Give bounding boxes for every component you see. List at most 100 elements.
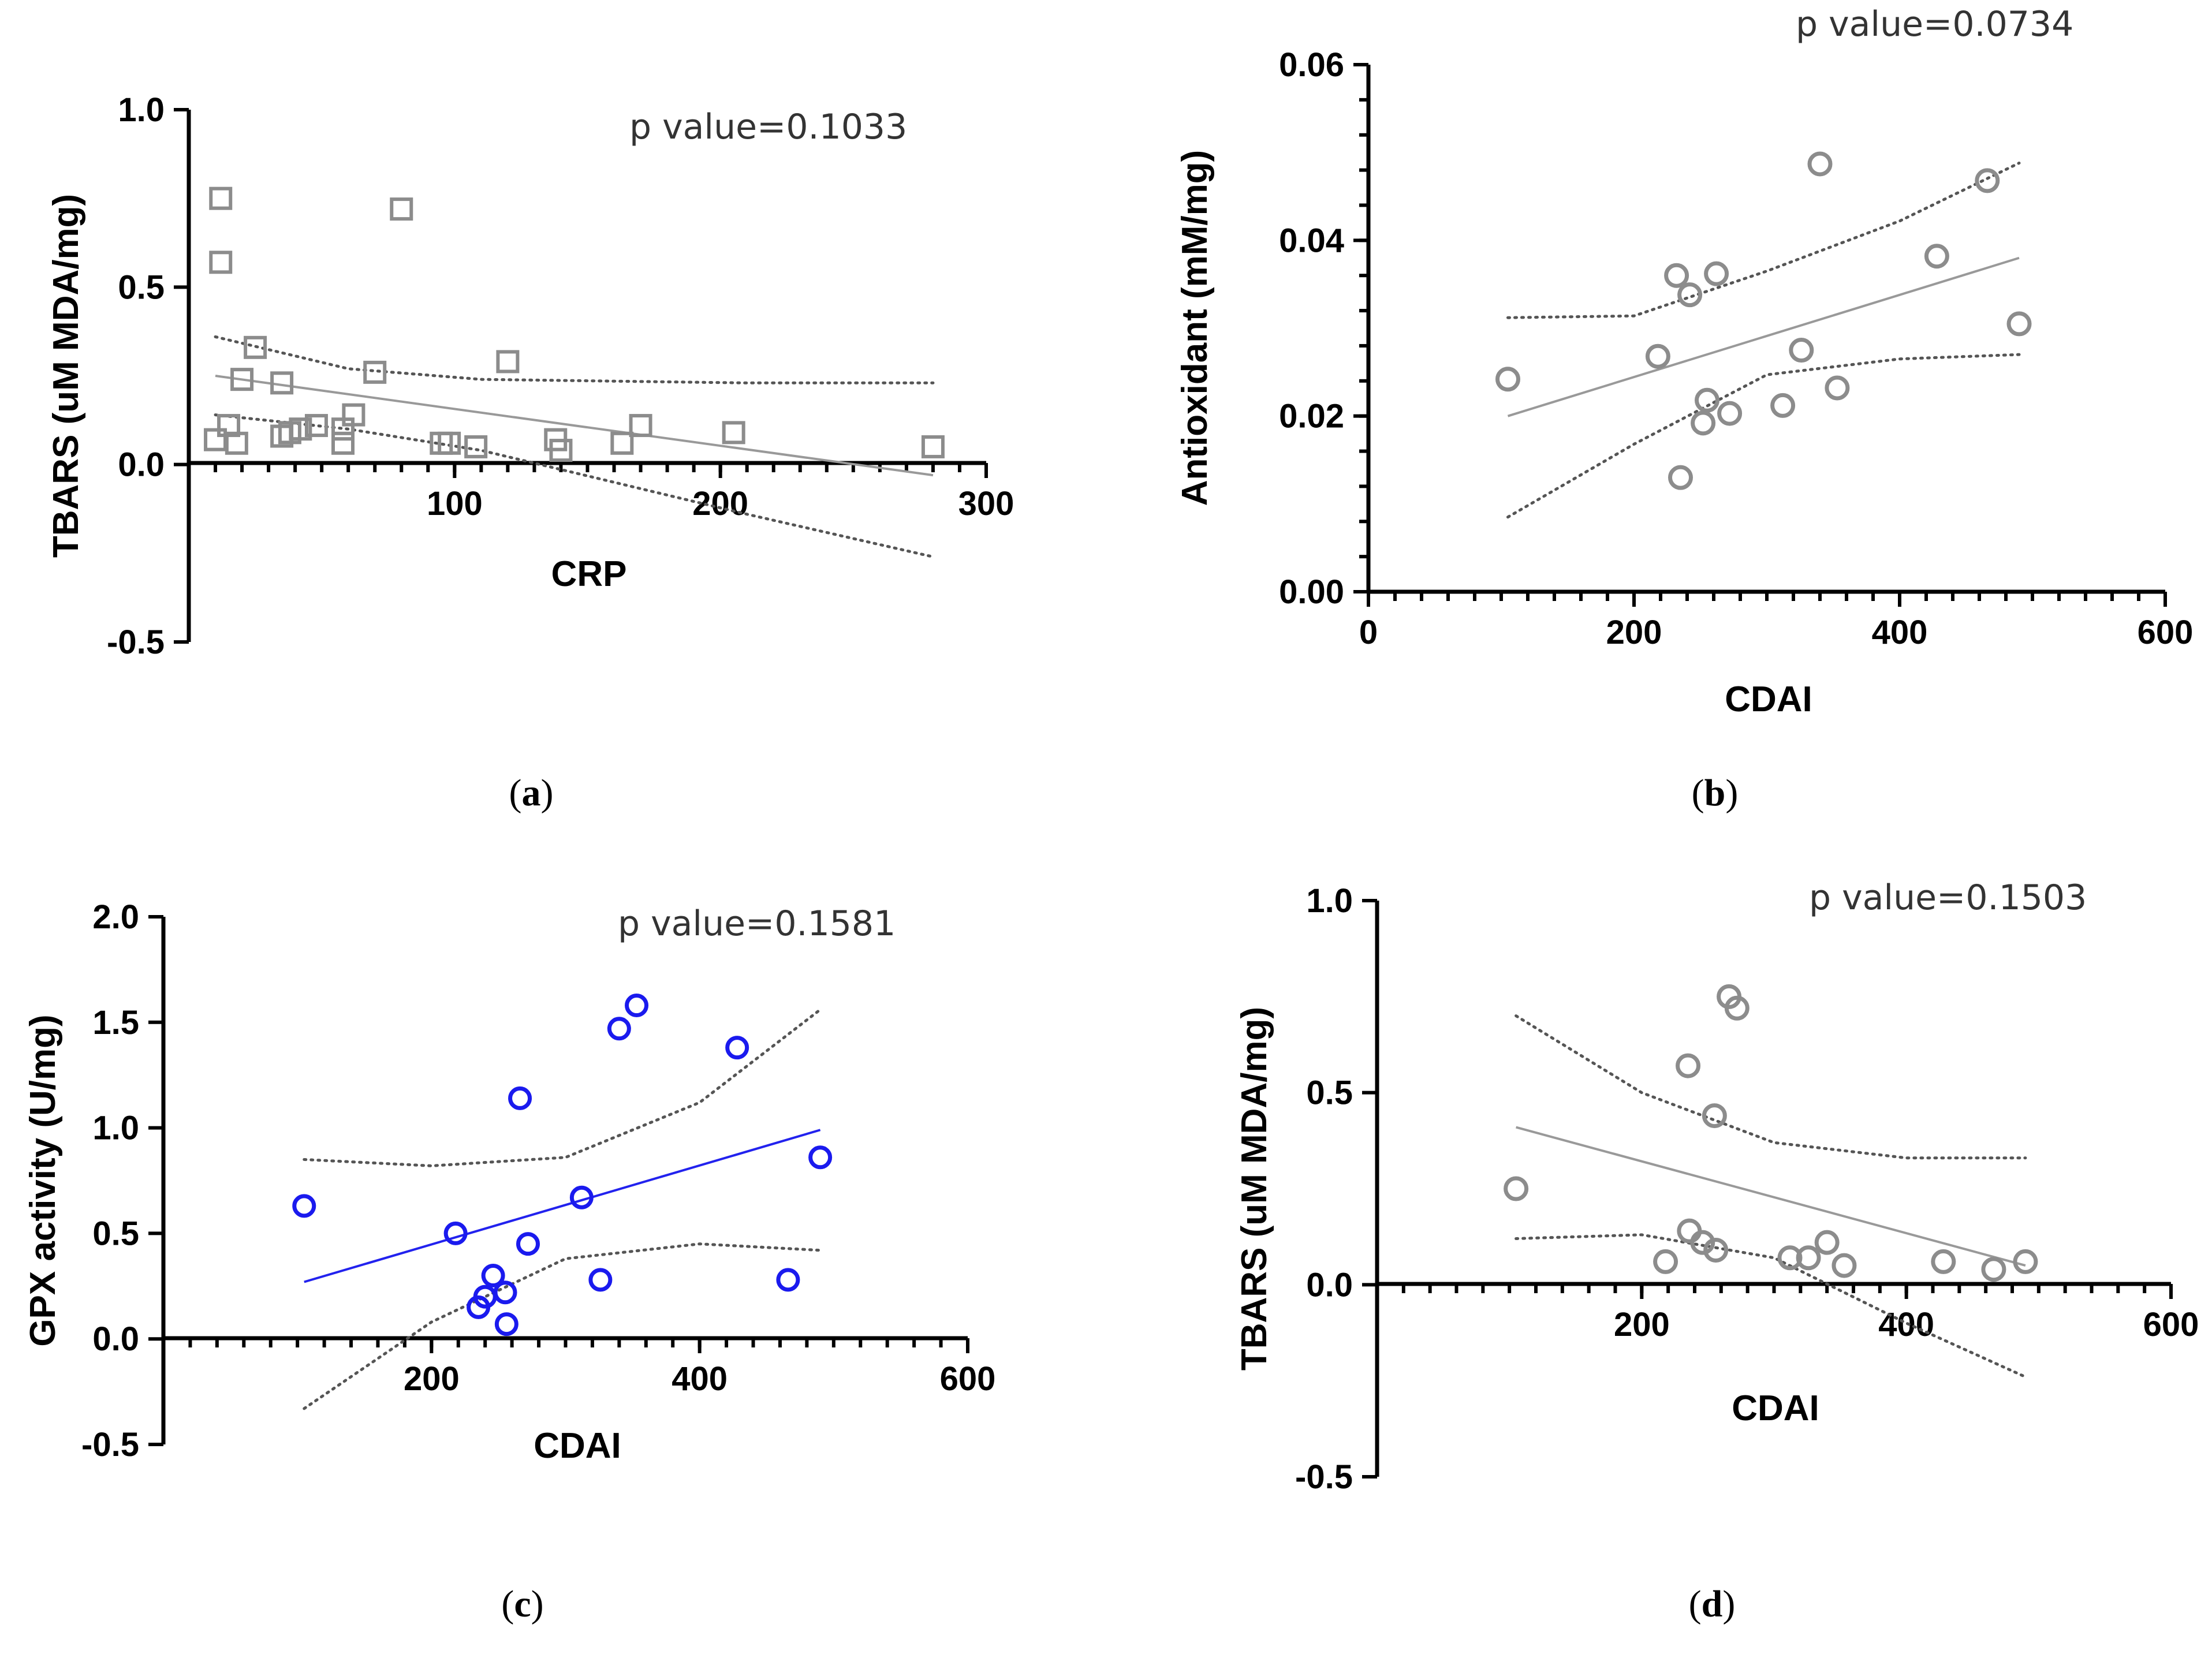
data-point <box>342 403 365 427</box>
panel-label: (a) <box>509 772 554 814</box>
panel-label-open-paren: ( <box>509 772 522 814</box>
y-tick-label: 0.00 <box>1279 573 1344 611</box>
data-point <box>725 1036 749 1060</box>
data-point <box>1504 1176 1529 1201</box>
panel-label: (d) <box>1689 1583 1736 1625</box>
y-tick-label: -0.5 <box>107 623 165 661</box>
data-point <box>1668 465 1693 490</box>
data-point <box>610 431 634 455</box>
data-point <box>1645 344 1670 369</box>
data-point <box>390 197 413 221</box>
data-point <box>363 360 387 384</box>
x-tick-label: 400 <box>672 1360 728 1398</box>
x-tick-label: 400 <box>1872 614 1928 651</box>
data-point <box>1770 393 1796 418</box>
data-point <box>292 1194 316 1218</box>
x-axis-title: CDAI <box>534 1426 621 1466</box>
data-point <box>1814 1230 1840 1255</box>
data-point <box>722 421 745 445</box>
data-point <box>508 1086 532 1110</box>
y-axis-title: TBARS (uM MDA/mg) <box>46 194 86 558</box>
data-point <box>629 414 652 438</box>
y-tick-label: 1.0 <box>1306 882 1353 920</box>
y-tick-label: 0.5 <box>1306 1074 1353 1112</box>
ci-lower-curve <box>1515 1233 2027 1379</box>
ci-upper-curve <box>1515 1014 2027 1160</box>
data-point <box>1653 1249 1678 1274</box>
data-point <box>464 435 488 458</box>
regression-line <box>1507 256 2020 417</box>
x-tick-label: 200 <box>1614 1306 1670 1343</box>
data-point <box>209 251 233 274</box>
data-point <box>1931 1249 1956 1274</box>
data-point <box>289 417 312 441</box>
p-value-annotation: p value=0.0734 <box>1796 4 2073 44</box>
data-point <box>1702 1103 1727 1129</box>
data-point <box>209 186 233 210</box>
data-point <box>1695 387 1719 413</box>
data-point <box>1724 995 1750 1021</box>
data-point <box>921 435 945 458</box>
panel-label-open-paren: ( <box>1692 772 1704 814</box>
data-point <box>1495 367 1520 392</box>
data-point <box>1704 261 1729 286</box>
panel-label-close-paren: ) <box>531 1583 544 1625</box>
y-tick-label: 0.0 <box>118 446 165 484</box>
panel-c: 200 400 600 -0.5 0.0 0.5 1.0 1.5 2.0 GPX activity… <box>23 898 995 1625</box>
y-tick-label: 0.06 <box>1279 46 1344 84</box>
data-point <box>1677 282 1703 308</box>
data-point <box>776 1268 800 1292</box>
data-point <box>244 335 267 359</box>
data-point <box>2013 1249 2038 1274</box>
regression-line <box>215 375 934 477</box>
panel-b: 0 200 400 600 0.00 0.02 0.04 0.06 Antioxidant (m… <box>1175 4 2193 814</box>
data-point <box>270 371 294 395</box>
regression-line <box>304 1129 821 1283</box>
x-tick-label: 600 <box>940 1360 996 1398</box>
data-point <box>438 431 461 455</box>
panel-label-open-paren: ( <box>1689 1583 1702 1625</box>
data-point <box>2006 311 2032 337</box>
data-point <box>217 414 241 438</box>
y-tick-label: -0.5 <box>1295 1458 1353 1496</box>
data-point <box>225 431 248 455</box>
p-value-annotation: p value=0.1033 <box>629 107 907 147</box>
y-axis-title: GPX activity (U/mg) <box>23 1014 63 1346</box>
data-point <box>1924 244 1949 269</box>
data-point <box>443 1221 468 1245</box>
panel-label-open-paren: ( <box>501 1583 514 1625</box>
y-axis-title: TBARS (uM MDA/mg) <box>1234 1007 1274 1371</box>
data-point <box>1807 151 1833 177</box>
x-tick-label: 400 <box>1878 1306 1934 1343</box>
data-point <box>1717 401 1743 426</box>
y-tick-label: 0.5 <box>92 1215 139 1252</box>
x-axis-title: CDAI <box>1732 1388 1819 1428</box>
data-point <box>494 1312 519 1336</box>
p-value-annotation: p value=0.1503 <box>1809 878 2087 918</box>
y-tick-label: -0.5 <box>81 1426 139 1463</box>
y-tick-label: 1.0 <box>118 91 165 129</box>
regression-line <box>1516 1126 2026 1267</box>
x-tick-label: 100 <box>427 485 483 522</box>
x-tick-label: 600 <box>2143 1306 2199 1343</box>
y-tick-label: 0.02 <box>1279 398 1344 435</box>
x-tick-label: 200 <box>692 485 748 522</box>
y-tick-label: 0.0 <box>1306 1266 1353 1304</box>
x-tick-label: 200 <box>1606 614 1662 651</box>
x-axis-title: CDAI <box>1725 679 1812 719</box>
data-point <box>588 1268 613 1292</box>
data-point <box>1975 168 2000 193</box>
x-tick-label: 200 <box>404 1360 460 1398</box>
panel-label-letter: a <box>522 772 541 814</box>
data-point <box>1981 1257 2006 1282</box>
panel-label-close-paren: ) <box>541 772 554 814</box>
x-tick-label: 0 <box>1359 614 1378 651</box>
data-point <box>1690 1230 1715 1255</box>
panel-label-close-paren: ) <box>1722 1583 1735 1625</box>
y-tick-label: 0.0 <box>92 1320 139 1358</box>
panel-label: (b) <box>1692 772 1739 814</box>
data-point <box>808 1145 833 1170</box>
ci-lower-curve <box>1506 353 2021 519</box>
data-point <box>1691 410 1716 436</box>
